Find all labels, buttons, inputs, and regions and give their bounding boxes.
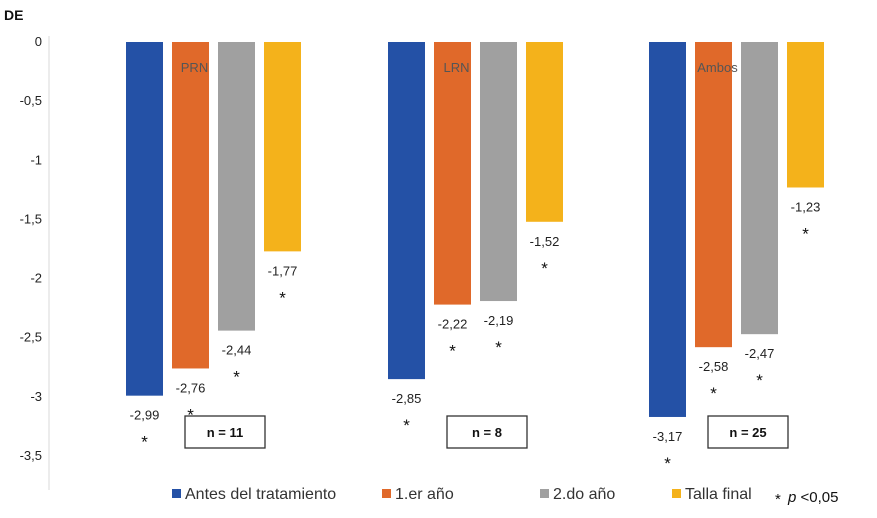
y-tick-label: -1,5 <box>20 211 42 226</box>
sample-size-box: n = 25 <box>707 415 789 449</box>
significance-marker: * <box>541 259 548 278</box>
sample-size-box-frame <box>184 415 266 449</box>
data-label: -2,58 <box>699 359 729 374</box>
legend-p-threshold: <0,05 <box>796 489 838 506</box>
y-tick-label: -3,5 <box>20 448 42 463</box>
data-label: -2,19 <box>484 313 514 328</box>
legend-swatch <box>382 489 391 498</box>
sample-size-label: n = 25 <box>729 425 766 440</box>
legend-label: 1.er año <box>395 486 454 503</box>
bar <box>649 42 686 417</box>
bar <box>480 42 517 302</box>
y-tick-label: -2 <box>30 271 42 286</box>
y-tick-label: -2,5 <box>20 330 42 345</box>
legend-label: Talla final <box>685 486 752 503</box>
category-label: PRN <box>181 60 208 75</box>
significance-marker: * <box>495 338 502 357</box>
legend-significance-text: p <0,05 <box>787 489 838 506</box>
data-label: -2,85 <box>392 391 422 406</box>
sample-size-box: n = 11 <box>184 415 266 449</box>
legend-swatch <box>672 489 681 498</box>
data-label: -3,17 <box>653 429 683 444</box>
data-label: -2,47 <box>745 346 775 361</box>
category-label: LRN <box>443 60 469 75</box>
significance-marker: * <box>279 288 286 307</box>
legend-swatch <box>172 489 181 498</box>
y-tick-label: 0 <box>35 34 42 49</box>
bar <box>126 42 163 396</box>
data-label: -1,52 <box>530 234 560 249</box>
bar-series <box>126 42 824 417</box>
data-label: -2,44 <box>222 343 252 358</box>
bar <box>172 42 209 369</box>
y-axis-title: DE <box>4 7 23 23</box>
legend-label: 2.do año <box>553 486 615 503</box>
legend-p-letter: p <box>787 489 796 506</box>
bar <box>741 42 778 335</box>
legend: Antes del tratamiento 1.er año 2.do año Tal… <box>172 486 838 508</box>
bar <box>434 42 471 305</box>
y-axis-ticks: 0 -0,5 -1 -1,5 -2 -2,5 -3 -3,5 <box>20 34 42 463</box>
legend-swatch <box>540 489 549 498</box>
significance-marker: * <box>141 433 148 452</box>
significance-marker: * <box>233 368 240 387</box>
data-label: -1,23 <box>791 199 821 214</box>
legend-significance-marker: * <box>775 491 781 508</box>
category-labels: PRN LRN Ambos <box>181 60 738 75</box>
bar <box>526 42 563 222</box>
category-label: Ambos <box>697 60 738 75</box>
significance-marker: * <box>710 384 717 403</box>
significance-marker: * <box>756 371 763 390</box>
bar <box>218 42 255 331</box>
data-label: -1,77 <box>268 263 298 278</box>
sample-size-box: n = 8 <box>446 415 528 449</box>
y-tick-label: -1 <box>30 152 42 167</box>
significance-marker: * <box>449 342 456 361</box>
bar <box>264 42 301 252</box>
data-label: -2,99 <box>130 408 160 423</box>
data-labels: -2,99 -2,76 -2,44 -1,77 -2,85 -2,22 -2,19 -1,52… <box>130 199 821 443</box>
bar <box>695 42 732 348</box>
sample-size-boxes: n = 11 n = 8 n = 25 <box>184 415 789 449</box>
bar <box>787 42 824 188</box>
significance-marker: * <box>403 416 410 435</box>
sample-size-label: n = 11 <box>207 425 244 440</box>
significance-marker: * <box>187 405 194 424</box>
sample-size-label: n = 8 <box>472 425 502 440</box>
y-tick-label: -0,5 <box>20 93 42 108</box>
sample-size-box-frame <box>446 415 528 449</box>
bar <box>388 42 425 380</box>
significance-markers: * * * * * * * * * * * * <box>141 224 809 472</box>
significance-marker: * <box>664 454 671 473</box>
sample-size-box-frame <box>707 415 789 449</box>
data-label: -2,22 <box>438 317 468 332</box>
legend-label: Antes del tratamiento <box>185 486 336 503</box>
y-tick-label: -3 <box>30 389 42 404</box>
significance-marker: * <box>802 224 809 243</box>
data-label: -2,76 <box>176 380 206 395</box>
